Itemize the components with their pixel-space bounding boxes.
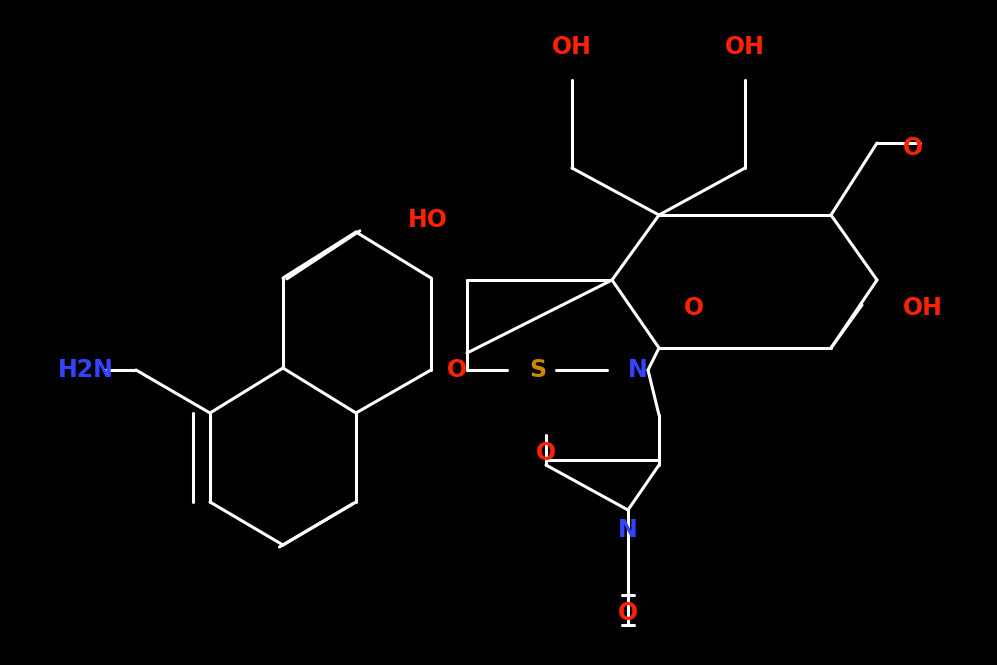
Text: HO: HO (408, 208, 448, 232)
Text: H2N: H2N (58, 358, 114, 382)
Text: O: O (903, 136, 923, 160)
Text: N: N (628, 358, 648, 382)
Text: O: O (447, 358, 467, 382)
Text: N: N (618, 518, 638, 542)
Text: O: O (618, 601, 638, 625)
Text: OH: OH (903, 296, 943, 320)
Text: O: O (536, 441, 556, 465)
Text: OH: OH (552, 35, 592, 59)
Text: O: O (684, 296, 704, 320)
Text: S: S (528, 358, 546, 382)
Text: OH: OH (725, 35, 765, 59)
